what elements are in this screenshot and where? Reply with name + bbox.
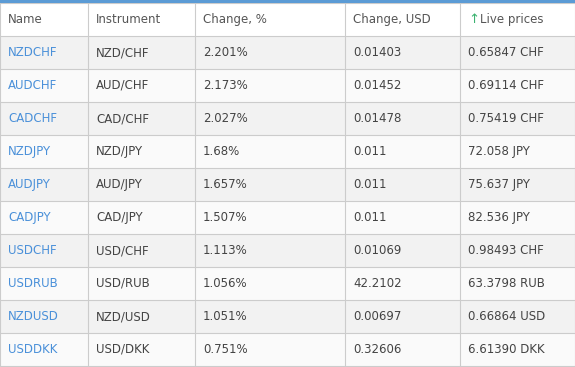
Text: NZD/CHF: NZD/CHF <box>96 46 150 59</box>
Text: 1.507%: 1.507% <box>203 211 248 224</box>
Text: NZD/JPY: NZD/JPY <box>96 145 143 158</box>
Text: 0.011: 0.011 <box>353 145 386 158</box>
Text: 82.536 JPY: 82.536 JPY <box>468 211 530 224</box>
Bar <box>0 3 575 36</box>
Text: Instrument: Instrument <box>96 13 161 26</box>
Text: NZDCHF: NZDCHF <box>8 46 58 59</box>
Text: 1.68%: 1.68% <box>203 145 240 158</box>
Text: NZD/USD: NZD/USD <box>96 310 151 323</box>
Text: CAD/CHF: CAD/CHF <box>96 112 149 125</box>
Text: 0.011: 0.011 <box>353 178 386 191</box>
Text: 0.751%: 0.751% <box>203 343 248 356</box>
Text: CADCHF: CADCHF <box>8 112 57 125</box>
Text: 2.027%: 2.027% <box>203 112 248 125</box>
Bar <box>0 69 575 102</box>
Bar <box>0 300 575 333</box>
Text: AUDJPY: AUDJPY <box>8 178 51 191</box>
Bar <box>0 36 575 69</box>
Bar <box>0 102 575 135</box>
Bar <box>0 168 575 201</box>
Text: 63.3798 RUB: 63.3798 RUB <box>468 277 545 290</box>
Text: 6.61390 DKK: 6.61390 DKK <box>468 343 545 356</box>
Text: USDDKK: USDDKK <box>8 343 58 356</box>
Text: USDRUB: USDRUB <box>8 277 58 290</box>
Text: 72.058 JPY: 72.058 JPY <box>468 145 530 158</box>
Text: 0.01452: 0.01452 <box>353 79 401 92</box>
Bar <box>0 201 575 234</box>
Text: CADJPY: CADJPY <box>8 211 51 224</box>
Text: Change, USD: Change, USD <box>353 13 431 26</box>
Text: 2.201%: 2.201% <box>203 46 248 59</box>
Text: 42.2102: 42.2102 <box>353 277 401 290</box>
Text: 75.637 JPY: 75.637 JPY <box>468 178 530 191</box>
Text: 0.65847 CHF: 0.65847 CHF <box>468 46 544 59</box>
Text: 0.01069: 0.01069 <box>353 244 401 257</box>
Text: USD/CHF: USD/CHF <box>96 244 148 257</box>
Text: NZDUSD: NZDUSD <box>8 310 59 323</box>
Text: 0.32606: 0.32606 <box>353 343 401 356</box>
Text: CAD/JPY: CAD/JPY <box>96 211 143 224</box>
Text: ↑: ↑ <box>468 13 479 26</box>
Text: Change, %: Change, % <box>203 13 267 26</box>
Text: AUD/CHF: AUD/CHF <box>96 79 150 92</box>
Text: USD/DKK: USD/DKK <box>96 343 150 356</box>
Text: 0.66864 USD: 0.66864 USD <box>468 310 545 323</box>
Text: 1.113%: 1.113% <box>203 244 248 257</box>
Text: 0.75419 CHF: 0.75419 CHF <box>468 112 544 125</box>
Bar <box>0 267 575 300</box>
Text: AUD/JPY: AUD/JPY <box>96 178 143 191</box>
Bar <box>0 0 575 3</box>
Text: 0.00697: 0.00697 <box>353 310 401 323</box>
Bar <box>0 234 575 267</box>
Text: 0.01403: 0.01403 <box>353 46 401 59</box>
Text: USDCHF: USDCHF <box>8 244 56 257</box>
Text: Live prices: Live prices <box>480 13 543 26</box>
Text: 1.051%: 1.051% <box>203 310 248 323</box>
Text: 0.69114 CHF: 0.69114 CHF <box>468 79 544 92</box>
Bar <box>0 135 575 168</box>
Text: 1.056%: 1.056% <box>203 277 248 290</box>
Text: AUDCHF: AUDCHF <box>8 79 58 92</box>
Text: Name: Name <box>8 13 43 26</box>
Text: 2.173%: 2.173% <box>203 79 248 92</box>
Text: 1.657%: 1.657% <box>203 178 248 191</box>
Text: 0.98493 CHF: 0.98493 CHF <box>468 244 544 257</box>
Text: 0.01478: 0.01478 <box>353 112 401 125</box>
Bar <box>0 333 575 366</box>
Text: USD/RUB: USD/RUB <box>96 277 150 290</box>
Text: 0.011: 0.011 <box>353 211 386 224</box>
Text: NZDJPY: NZDJPY <box>8 145 51 158</box>
